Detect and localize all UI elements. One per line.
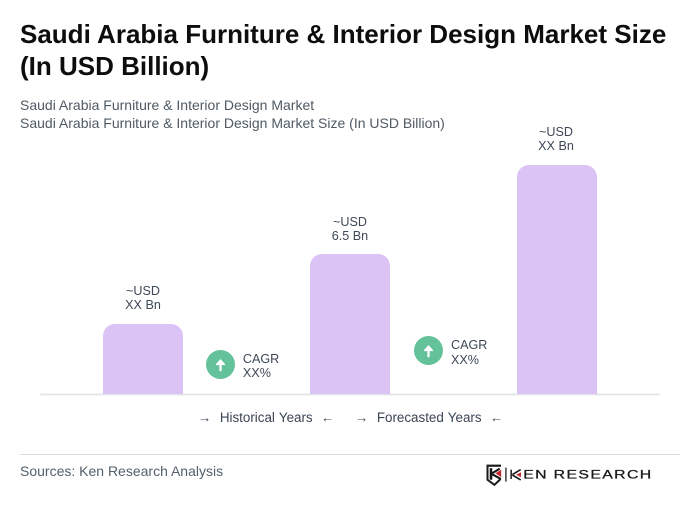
svg-text:EN RESEARCH: EN RESEARCH [523,468,652,482]
